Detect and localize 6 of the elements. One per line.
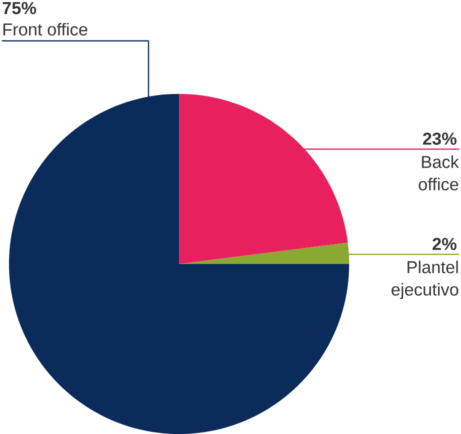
slice-label: Front office: [3, 22, 88, 36]
data-label: 23%: [423, 132, 456, 145]
data-label: 2%: [432, 238, 456, 250]
data-label: 75%: [2, 2, 36, 14]
slice-label: Back office: [418, 155, 459, 190]
slice-label: Plantel ejecutivo: [392, 260, 458, 300]
